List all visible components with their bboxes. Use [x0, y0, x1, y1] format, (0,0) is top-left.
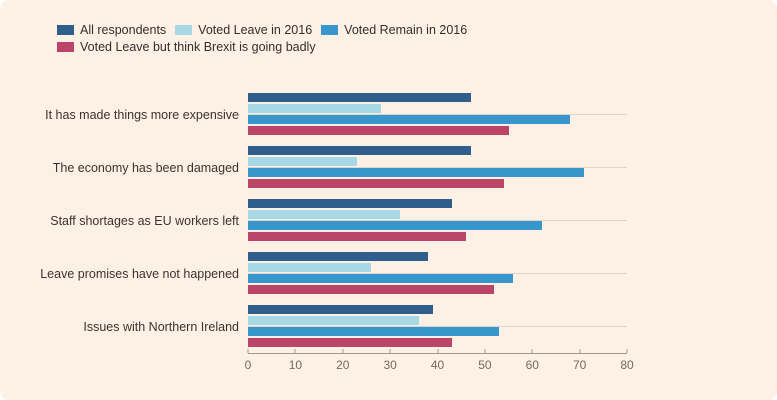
legend-swatch-icon [175, 25, 193, 35]
bar-voted-remain-in-2016 [248, 115, 571, 124]
x-axis-tick [531, 349, 533, 353]
x-axis-tick-label: 10 [288, 358, 303, 372]
category-label: Leave promises have not happened [40, 266, 239, 281]
legend-item-leave-brexit-badly: Voted Leave but think Brexit is going ba… [57, 40, 316, 54]
category-group-it-has-made-things-more-expensive: It has made things more expensive [45, 88, 627, 141]
x-axis-line [248, 353, 627, 354]
legend-label: All respondents [80, 23, 167, 37]
bar-cluster [248, 305, 627, 347]
bar-all-respondents [248, 305, 433, 314]
bar-cluster [248, 252, 627, 294]
bar-voted-remain-in-2016 [248, 327, 500, 336]
category-group-issues-with-northern-ireland: Issues with Northern Ireland [83, 300, 627, 353]
legend-swatch-icon [57, 42, 74, 52]
legend-row-1: All respondents Voted Leave in 2016 Vote… [57, 23, 467, 37]
category-group-staff-shortages-as-eu-workers-left: Staff shortages as EU workers left [50, 194, 627, 247]
legend-swatch-icon [321, 25, 339, 35]
bar-all-respondents [248, 252, 429, 261]
legend: All respondents Voted Leave in 2016 Vote… [57, 23, 467, 54]
x-axis-tick-label: 20 [336, 358, 350, 372]
bar-voted-leave-in-2016 [248, 157, 357, 166]
category-gridline [248, 273, 627, 274]
x-axis-tick [342, 349, 344, 353]
legend-item-voted-remain: Voted Remain in 2016 [321, 23, 467, 37]
bar-voted-leave-but-think-brexit-is-going-badly [248, 179, 504, 188]
x-axis-tick [484, 349, 486, 353]
bar-voted-leave-but-think-brexit-is-going-badly [248, 285, 495, 294]
legend-swatch-icon [57, 25, 74, 35]
bar-all-respondents [248, 93, 471, 102]
legend-label: Voted Leave in 2016 [198, 23, 313, 37]
plot-area: It has made things more expensive The eco… [40, 88, 627, 353]
x-axis-tick-label: 80 [620, 358, 634, 372]
x-axis-tick [247, 349, 249, 353]
bar-all-respondents [248, 199, 452, 208]
x-axis-tick-label: 70 [572, 358, 587, 372]
grouped-bar-chart: It has made things more expensive The eco… [40, 88, 634, 388]
category-gridline [248, 220, 627, 221]
bar-cluster [248, 146, 627, 188]
bar-cluster [248, 93, 627, 135]
x-axis-tick [437, 349, 438, 353]
x-axis-tick-label: 60 [525, 358, 539, 372]
x-axis-tick [626, 349, 628, 353]
category-group-leave-promises-have-not-happened: Leave promises have not happened [40, 247, 627, 300]
bar-voted-remain-in-2016 [248, 168, 585, 177]
x-axis-tick-label: 30 [383, 358, 397, 372]
x-axis-tick-label: 0 [244, 358, 252, 372]
legend-label: Voted Leave but think Brexit is going ba… [80, 40, 316, 54]
bar-voted-leave-but-think-brexit-is-going-badly [248, 338, 452, 347]
bar-all-respondents [248, 146, 471, 155]
legend-item-voted-leave: Voted Leave in 2016 [175, 23, 312, 37]
legend-label: Voted Remain in 2016 [344, 23, 468, 37]
category-gridline [248, 326, 627, 327]
x-axis-tick [389, 349, 391, 353]
legend-item-all-respondents: All respondents [57, 23, 166, 37]
category-gridline [248, 114, 627, 115]
x-axis-tick-label: 40 [430, 358, 445, 372]
bar-voted-leave-in-2016 [248, 316, 419, 325]
bar-voted-leave-but-think-brexit-is-going-badly [248, 126, 509, 135]
bar-voted-remain-in-2016 [248, 274, 514, 283]
x-axis-tick-label: 50 [478, 358, 492, 372]
category-group-the-economy-has-been-damaged: The economy has been damaged [53, 141, 627, 194]
bar-voted-leave-in-2016 [248, 104, 381, 113]
x-axis-tick [579, 349, 581, 353]
x-axis-tick [294, 349, 296, 353]
category-label: Staff shortages as EU workers left [50, 213, 239, 228]
bar-voted-leave-in-2016 [248, 263, 372, 272]
bar-voted-remain-in-2016 [248, 221, 542, 230]
category-label: The economy has been damaged [52, 160, 239, 175]
category-label: Issues with Northern Ireland [83, 319, 239, 334]
category-gridline [248, 167, 627, 168]
bar-voted-leave-but-think-brexit-is-going-badly [248, 232, 466, 241]
legend-row-2: Voted Leave but think Brexit is going ba… [57, 40, 467, 54]
category-label: It has made things more expensive [45, 107, 239, 122]
bar-voted-leave-in-2016 [248, 210, 400, 219]
bar-cluster [248, 199, 627, 241]
